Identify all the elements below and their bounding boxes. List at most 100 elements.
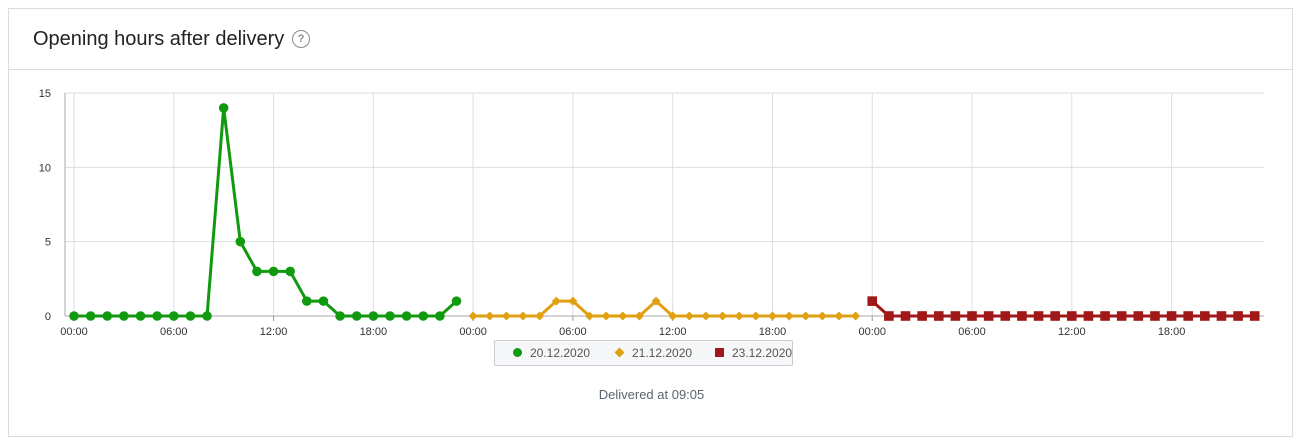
data-point bbox=[351, 311, 362, 321]
legend-item-series-2[interactable]: 21.12.2020 bbox=[614, 346, 693, 360]
data-point bbox=[967, 311, 977, 321]
data-point bbox=[135, 311, 146, 321]
data-point bbox=[601, 311, 611, 321]
data-point bbox=[1000, 311, 1011, 321]
legend-label: 23.12.2020 bbox=[732, 346, 793, 360]
data-point bbox=[834, 311, 844, 321]
chart-legend: 20.12.2020 21.12.2020 23.12.2020 bbox=[494, 340, 793, 366]
data-point bbox=[884, 311, 894, 321]
panel-header: Opening hours after delivery ? bbox=[9, 9, 1292, 70]
data-point bbox=[1050, 311, 1060, 321]
data-point bbox=[85, 311, 96, 321]
data-point bbox=[684, 311, 694, 321]
data-point bbox=[867, 296, 878, 306]
x-tick-label: 18:00 bbox=[1158, 326, 1186, 338]
data-point bbox=[1166, 311, 1177, 321]
data-point bbox=[168, 311, 179, 321]
legend-label: 21.12.2020 bbox=[632, 346, 693, 360]
data-point bbox=[401, 311, 412, 321]
data-point bbox=[185, 311, 196, 321]
data-point bbox=[418, 311, 429, 321]
legend-diamond-marker bbox=[614, 347, 625, 358]
legend-square-marker bbox=[715, 348, 724, 358]
data-point bbox=[568, 296, 578, 306]
series-line-2 bbox=[473, 299, 856, 318]
x-tick-label: 12:00 bbox=[659, 326, 687, 338]
legend-label: 20.12.2020 bbox=[530, 346, 591, 360]
data-point bbox=[718, 311, 728, 321]
x-tick-label: 18:00 bbox=[759, 326, 787, 338]
delivery-time-note: Delivered at 09:05 bbox=[598, 387, 705, 402]
data-point bbox=[585, 311, 595, 321]
data-point bbox=[218, 103, 229, 113]
data-point bbox=[634, 311, 644, 321]
data-point bbox=[318, 296, 329, 306]
data-point bbox=[651, 296, 661, 306]
data-point bbox=[983, 311, 994, 321]
y-tick-label: 0 bbox=[45, 311, 51, 323]
data-point bbox=[618, 311, 628, 321]
data-point bbox=[801, 311, 811, 321]
data-point bbox=[535, 311, 545, 321]
data-point bbox=[1150, 311, 1160, 321]
data-point bbox=[335, 311, 345, 321]
x-tick-label: 00:00 bbox=[459, 326, 487, 338]
data-point bbox=[368, 311, 379, 321]
legend-item-series-1[interactable]: 20.12.2020 bbox=[513, 346, 590, 360]
x-tick-label: 00:00 bbox=[60, 326, 88, 338]
data-point bbox=[1216, 311, 1227, 321]
data-point bbox=[302, 296, 312, 306]
data-point bbox=[235, 236, 246, 247]
data-point bbox=[485, 311, 495, 321]
data-point bbox=[701, 311, 711, 321]
data-point bbox=[518, 311, 528, 321]
x-tick-label: 12:00 bbox=[1058, 326, 1086, 338]
y-tick-label: 5 bbox=[45, 237, 51, 249]
data-point bbox=[1116, 311, 1127, 321]
question-circle-icon[interactable]: ? bbox=[292, 30, 310, 48]
data-point bbox=[551, 296, 561, 306]
data-point bbox=[917, 311, 927, 321]
data-point bbox=[1067, 311, 1077, 321]
series-line-1 bbox=[74, 106, 458, 318]
data-point bbox=[751, 311, 761, 321]
data-point bbox=[451, 296, 462, 306]
data-point bbox=[1017, 311, 1027, 321]
data-point bbox=[69, 311, 79, 321]
data-point bbox=[1133, 311, 1144, 321]
x-tick-label: 18:00 bbox=[360, 326, 388, 338]
data-point bbox=[268, 266, 279, 277]
data-point bbox=[468, 311, 478, 321]
data-point bbox=[817, 311, 827, 321]
data-point bbox=[385, 311, 395, 321]
data-point bbox=[285, 266, 295, 277]
data-point bbox=[252, 266, 262, 277]
data-point bbox=[1083, 311, 1094, 321]
data-point bbox=[767, 311, 777, 321]
data-point bbox=[668, 311, 678, 321]
data-point bbox=[102, 311, 113, 321]
x-tick-label: 06:00 bbox=[559, 326, 587, 338]
x-tick-label: 12:00 bbox=[260, 326, 288, 338]
panel-title: Opening hours after delivery bbox=[33, 28, 285, 50]
y-tick-label: 15 bbox=[39, 88, 51, 100]
data-point bbox=[1033, 311, 1044, 321]
legend-circle-marker bbox=[513, 348, 522, 358]
x-tick-label: 06:00 bbox=[160, 326, 188, 338]
data-point bbox=[1249, 311, 1260, 321]
data-point bbox=[933, 311, 944, 321]
data-point bbox=[1233, 311, 1243, 321]
data-point bbox=[1200, 311, 1210, 321]
data-point bbox=[202, 311, 212, 321]
y-tick-label: 10 bbox=[39, 162, 51, 174]
data-point bbox=[784, 311, 794, 321]
data-point bbox=[435, 311, 445, 321]
series-line-3 bbox=[871, 300, 1255, 318]
x-tick-label: 06:00 bbox=[958, 326, 986, 338]
data-point bbox=[851, 311, 861, 321]
legend-item-series-3[interactable]: 23.12.2020 bbox=[715, 346, 792, 360]
data-point bbox=[950, 311, 961, 321]
data-point bbox=[152, 311, 162, 321]
data-point bbox=[119, 311, 129, 321]
